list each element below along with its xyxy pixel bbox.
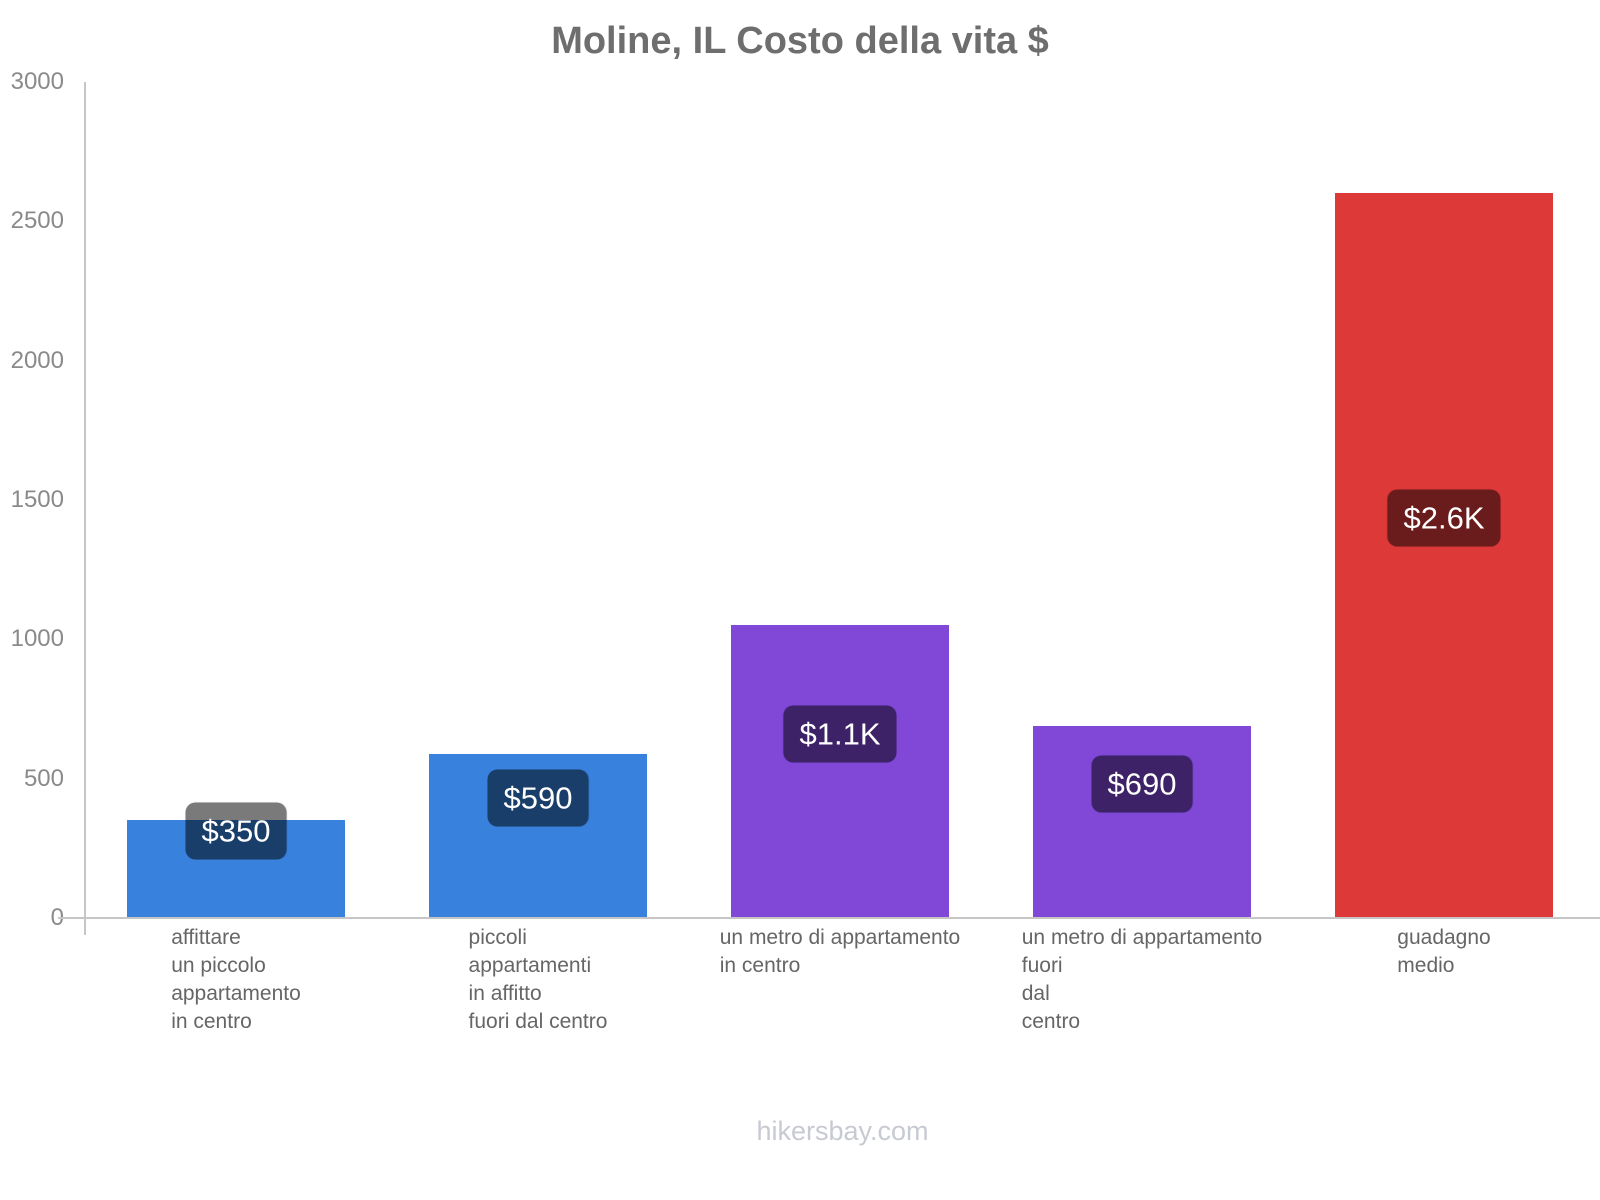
y-tick-label: 1000 <box>10 625 64 653</box>
y-tick-label: 1500 <box>10 486 64 513</box>
category-label: un metro di appartamento fuori dal centr… <box>1021 926 1263 1033</box>
value-badge: $690 <box>1091 755 1193 813</box>
plot-area: $350 $590 $1.1K $690 $2.6K <box>85 82 1600 918</box>
bar-un-metro-di-appartamento-fuori-dal-centro: $690 <box>1033 726 1251 918</box>
y-tick-label: 2500 <box>10 207 64 235</box>
watermark: hikersbay.com <box>756 1116 929 1146</box>
y-tick-label: 2000 <box>10 346 64 374</box>
bar-guadagno-medio: $2.6K <box>1335 193 1553 918</box>
y-tick-label: 0 <box>50 904 64 931</box>
bar-piccoli-appartamenti-in-affitto-fuori-dal-centro: $590 <box>429 754 647 918</box>
value-badge: $590 <box>487 769 589 827</box>
category-label: guadagno medio <box>1397 926 1491 977</box>
y-tick-label: 500 <box>23 764 64 792</box>
bar-un-metro-di-appartamento-in-centro: $1.1K <box>731 625 949 918</box>
category-label: un metro di appartamento in centro <box>719 926 961 977</box>
category-label: piccoli appartamenti in affitto fuori da… <box>468 926 608 1033</box>
value-badge: $1.1K <box>783 705 897 762</box>
y-axis-line <box>84 82 86 935</box>
value-badge: $2.6K <box>1387 489 1501 546</box>
chart-title: Moline, IL Costo della vita $ <box>551 20 1049 62</box>
y-tick-label: 3000 <box>10 68 64 95</box>
category-label: affittare un piccolo appartamento in cen… <box>171 926 301 1033</box>
value-badge: $350 <box>185 802 287 860</box>
bar-affittare-un-piccolo-appartamento-in-centro: $350 <box>127 802 345 918</box>
x-axis-line <box>58 917 1600 919</box>
